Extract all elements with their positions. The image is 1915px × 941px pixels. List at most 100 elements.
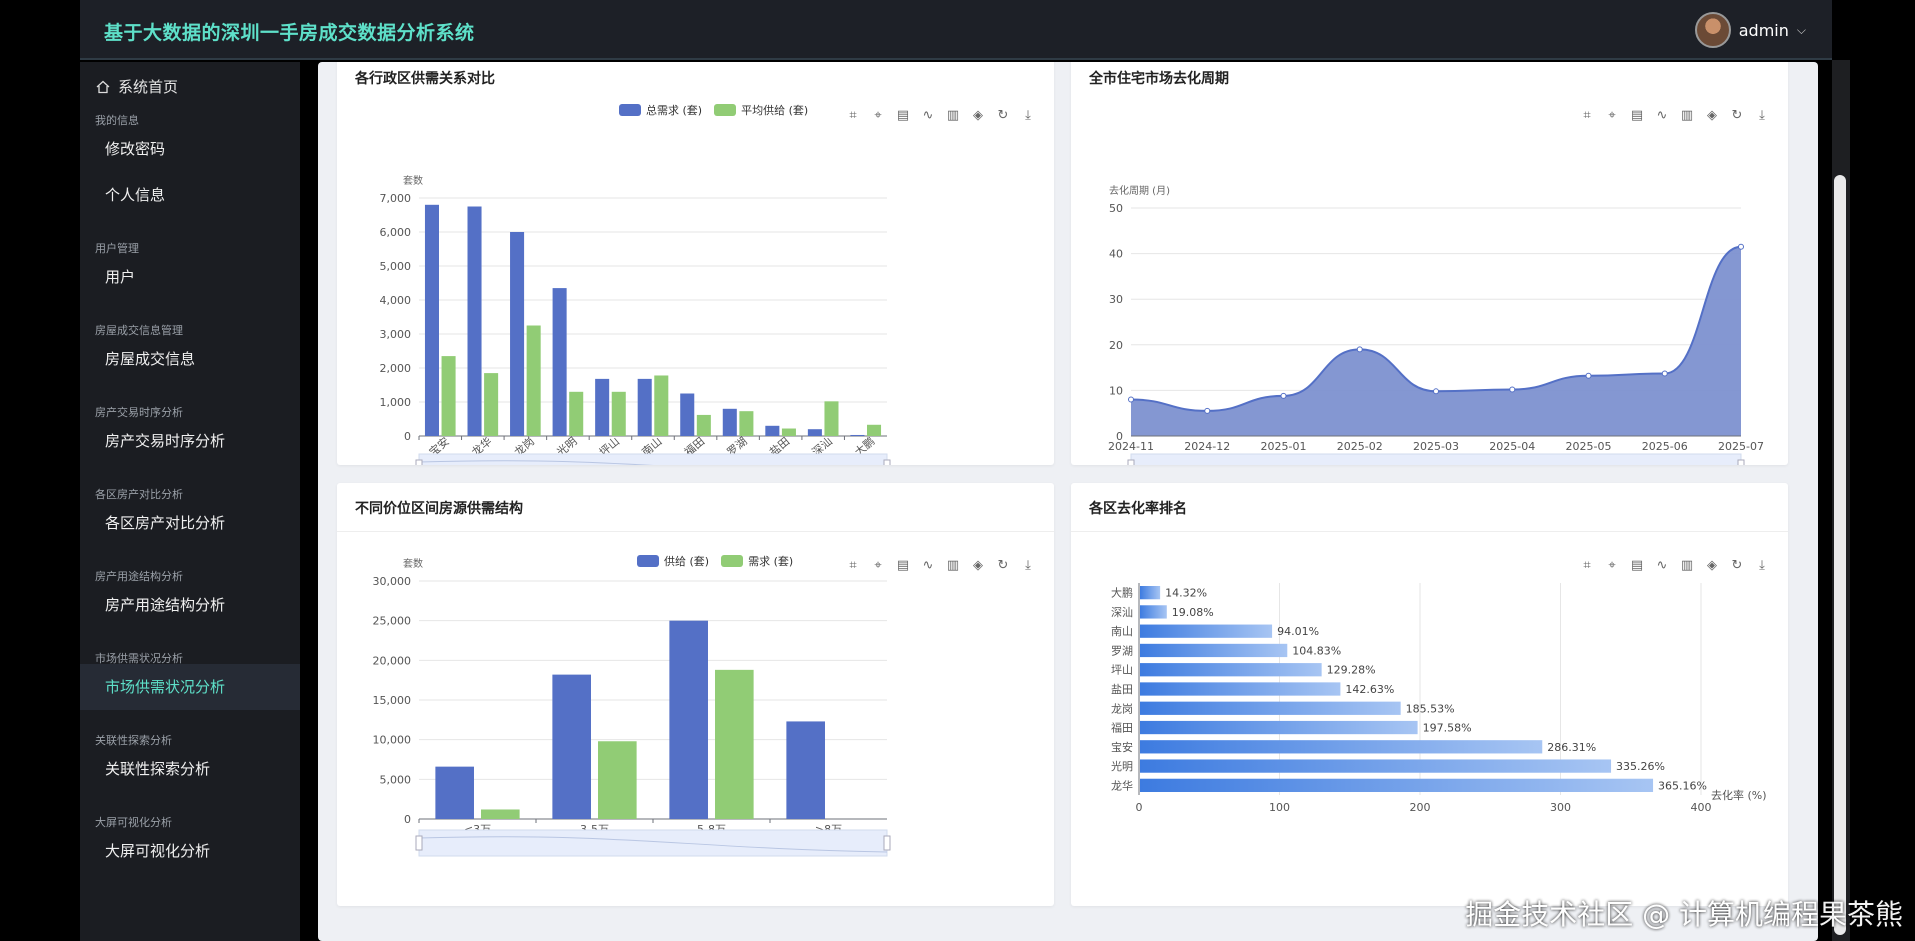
sidebar-item[interactable]: 各区房产对比分析 <box>105 514 226 532</box>
sidebar-item[interactable]: 房产交易时序分析 <box>105 432 226 450</box>
line-icon[interactable]: ∿ <box>1656 558 1668 573</box>
stack-icon[interactable]: ◈ <box>1707 108 1717 123</box>
crop-icon[interactable]: ⌗ <box>1583 108 1591 123</box>
data-point-2024-11 <box>1128 396 1134 403</box>
crop-icon[interactable]: ⌗ <box>849 558 857 573</box>
y-tick-label: 6,000 <box>380 226 412 239</box>
chevron-down-icon[interactable]: ⌵ <box>1796 22 1806 37</box>
sidebar-group-title: 我的信息 <box>95 114 139 127</box>
chart-legend[interactable]: 总需求 (套) 平均供给 (套) <box>619 102 808 118</box>
crop-icon[interactable]: ⌗ <box>1583 558 1591 573</box>
sidebar-item[interactable]: 个人信息 <box>105 186 166 204</box>
bar-大鹏-1 <box>867 424 882 436</box>
home-icon <box>96 80 110 93</box>
x-tick-label: 200 <box>1410 801 1431 814</box>
main-content: 各行政区供需关系对比 总需求 (套) 平均供给 (套) ⌗ ⌖ ▤ ∿ ▥ ◈ ↻ ⤓ 套数 0… <box>318 62 1818 941</box>
download-icon[interactable]: ⤓ <box>1759 558 1765 573</box>
line-icon[interactable]: ∿ <box>922 558 934 573</box>
chart-toolbox[interactable]: ⌗ ⌖ ▤ ∿ ▥ ◈ ↻ ⤓ <box>1579 108 1770 124</box>
data-view-icon[interactable]: ▤ <box>896 108 910 123</box>
chart-toolbox[interactable]: ⌗ ⌖ ▤ ∿ ▥ ◈ ↻ ⤓ <box>845 108 1036 124</box>
bar-<3万-1 <box>481 809 520 819</box>
restore-icon[interactable]: ↻ <box>997 108 1009 123</box>
sidebar-item[interactable]: 用户 <box>105 268 136 286</box>
legend-item-demand[interactable]: 需求 (套) <box>721 553 793 569</box>
crop-icon[interactable]: ⌗ <box>849 108 857 123</box>
chart-price-bars: 套数05,00010,00015,00020,00025,00030,000<3… <box>373 557 891 857</box>
x-tick-label: 2025-05 <box>1566 440 1612 453</box>
stack-icon[interactable]: ◈ <box>1707 558 1717 573</box>
legend-item-supply[interactable]: 平均供给 (套) <box>714 102 808 118</box>
chart-toolbox[interactable]: ⌗ ⌖ ▤ ∿ ▥ ◈ ↻ ⤓ <box>1579 558 1770 574</box>
datazoom-slider <box>1130 453 1742 465</box>
legend-item-demand[interactable]: 总需求 (套) <box>619 102 702 118</box>
bar-icon[interactable]: ▥ <box>946 558 960 573</box>
y-tick-label: 30 <box>1109 293 1123 306</box>
bar-盐田-0 <box>765 425 780 436</box>
restore-icon[interactable]: ↻ <box>1731 108 1743 123</box>
line-icon[interactable]: ∿ <box>922 108 934 123</box>
x-axis-label: 去化率 (%) <box>1711 788 1767 802</box>
download-icon[interactable]: ⤓ <box>1025 558 1031 573</box>
chart-legend[interactable]: 供给 (套) 需求 (套) <box>637 553 793 569</box>
y-tick-label: 南山 <box>1111 625 1133 638</box>
data-view-icon[interactable]: ▤ <box>1630 558 1644 573</box>
y-tick-label: 2,000 <box>380 362 412 375</box>
bar-icon[interactable]: ▥ <box>1680 558 1694 573</box>
y-tick-label: 罗湖 <box>1111 644 1133 657</box>
datazoom-handle-right <box>883 835 891 851</box>
bar-icon[interactable]: ▥ <box>1680 108 1694 123</box>
bar-icon[interactable]: ▥ <box>946 108 960 123</box>
sidebar-item[interactable]: 修改密码 <box>105 140 166 158</box>
y-tick-label: 25,000 <box>373 615 412 628</box>
sidebar-item-home[interactable]: 系统首页 <box>96 76 178 97</box>
username[interactable]: admin <box>1738 20 1789 40</box>
chart-toolbox[interactable]: ⌗ ⌖ ▤ ∿ ▥ ◈ ↻ ⤓ <box>845 558 1036 574</box>
y-tick-label: 20,000 <box>373 654 412 667</box>
crop-reset-icon[interactable]: ⌖ <box>874 108 882 123</box>
sidebar-item[interactable]: 房屋成交信息 <box>105 350 196 368</box>
stack-icon[interactable]: ◈ <box>973 108 983 123</box>
x-tick-label: 400 <box>1691 801 1712 814</box>
y-tick-label: 5,000 <box>380 260 412 273</box>
y-tick-label: 大鹏 <box>1111 586 1133 600</box>
sidebar-group-title: 房产用途结构分析 <box>95 570 183 583</box>
restore-icon[interactable]: ↻ <box>1731 558 1743 573</box>
restore-icon[interactable]: ↻ <box>997 558 1009 573</box>
sidebar-group-title: 市场供需状况分析 <box>95 652 183 665</box>
data-label: 14.32% <box>1165 587 1207 600</box>
y-tick-label: 50 <box>1109 202 1123 215</box>
hbar-福田 <box>1140 720 1418 735</box>
bar-深汕-1 <box>824 401 839 436</box>
line-icon[interactable]: ∿ <box>1656 108 1668 123</box>
avatar[interactable] <box>1694 12 1731 48</box>
datazoom-handle-left <box>415 459 423 465</box>
y-tick-label: 7,000 <box>380 192 412 205</box>
y-tick-label: 福田 <box>1111 721 1133 735</box>
data-point-2025-03 <box>1433 388 1439 395</box>
sidebar-item[interactable]: 大屏可视化分析 <box>105 842 211 860</box>
data-label: 365.16% <box>1658 779 1707 792</box>
data-view-icon[interactable]: ▤ <box>896 558 910 573</box>
crop-reset-icon[interactable]: ⌖ <box>1608 558 1616 573</box>
user-menu[interactable]: admin ⌵ <box>1694 12 1806 48</box>
x-tick-label: 2025-06 <box>1642 440 1688 453</box>
sidebar-item[interactable]: 市场供需状况分析 <box>80 664 300 710</box>
data-label: 129.28% <box>1327 664 1376 677</box>
bar-5-8万-0 <box>669 620 708 819</box>
x-tick-label: 100 <box>1269 801 1290 814</box>
data-view-icon[interactable]: ▤ <box>1630 108 1644 123</box>
stack-icon[interactable]: ◈ <box>973 558 983 573</box>
crop-reset-icon[interactable]: ⌖ <box>1608 108 1616 123</box>
y-tick-label: 3,000 <box>380 328 412 341</box>
data-point-2025-05 <box>1585 372 1592 379</box>
page-scrollbar-thumb[interactable] <box>1834 175 1846 935</box>
legend-item-supply[interactable]: 供给 (套) <box>637 553 709 569</box>
hbar-盐田 <box>1140 682 1341 696</box>
download-icon[interactable]: ⤓ <box>1759 108 1765 123</box>
sidebar-item[interactable]: 关联性探索分析 <box>105 760 211 778</box>
crop-reset-icon[interactable]: ⌖ <box>874 558 882 573</box>
sidebar-item[interactable]: 房产用途结构分析 <box>105 596 226 614</box>
download-icon[interactable]: ⤓ <box>1025 108 1031 123</box>
data-point-2025-07 <box>1738 243 1744 250</box>
